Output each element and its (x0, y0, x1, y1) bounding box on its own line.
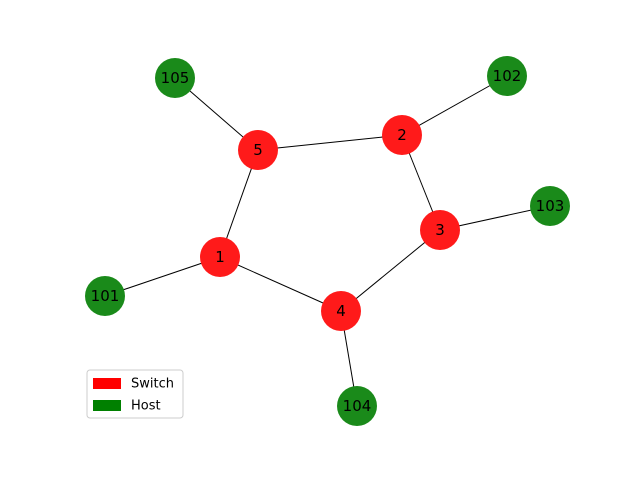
switch-node-circle (321, 291, 361, 331)
host-node-circle (337, 386, 377, 426)
edge-5-2 (257, 134, 403, 151)
node-label: 102 (493, 67, 522, 85)
host-node-circle (155, 58, 195, 98)
edges (104, 75, 551, 407)
node-label: 104 (343, 397, 372, 415)
node-label: 4 (336, 302, 346, 320)
legend-switch-swatch (93, 378, 121, 389)
switch-node-5: 5 (238, 130, 278, 170)
legend: Switch Host (86, 369, 184, 419)
node-label: 3 (435, 221, 445, 239)
host-node-105: 105 (155, 58, 195, 98)
host-node-circle (85, 276, 125, 316)
switch-node-4: 4 (321, 291, 361, 331)
edge-3-4 (340, 229, 441, 312)
host-node-104: 104 (337, 386, 377, 426)
switch-node-3: 3 (420, 210, 460, 250)
switch-node-circle (420, 210, 460, 250)
legend-host-swatch (93, 400, 121, 411)
node-label: 103 (536, 197, 565, 215)
switch-node-circle (238, 130, 278, 170)
host-node-103: 103 (530, 186, 570, 226)
node-label: 5 (253, 141, 263, 159)
host-node-101: 101 (85, 276, 125, 316)
node-label: 105 (161, 69, 190, 87)
switch-node-1: 1 (200, 237, 240, 277)
switch-node-circle (382, 115, 422, 155)
edge-1-101 (104, 256, 221, 297)
legend-switch-label: Switch (131, 377, 174, 392)
host-node-circle (487, 56, 527, 96)
edge-2-102 (401, 75, 508, 136)
node-label: 2 (397, 126, 407, 144)
legend-host-label: Host (131, 399, 161, 414)
host-node-102: 102 (487, 56, 527, 96)
node-label: 1 (215, 248, 225, 266)
host-node-circle (530, 186, 570, 226)
switch-node-circle (200, 237, 240, 277)
switch-node-2: 2 (382, 115, 422, 155)
node-label: 101 (91, 287, 120, 305)
edge-4-1 (219, 256, 342, 312)
nodes: 1 2 3 4 5 101 102 103 104 105 (85, 56, 570, 426)
